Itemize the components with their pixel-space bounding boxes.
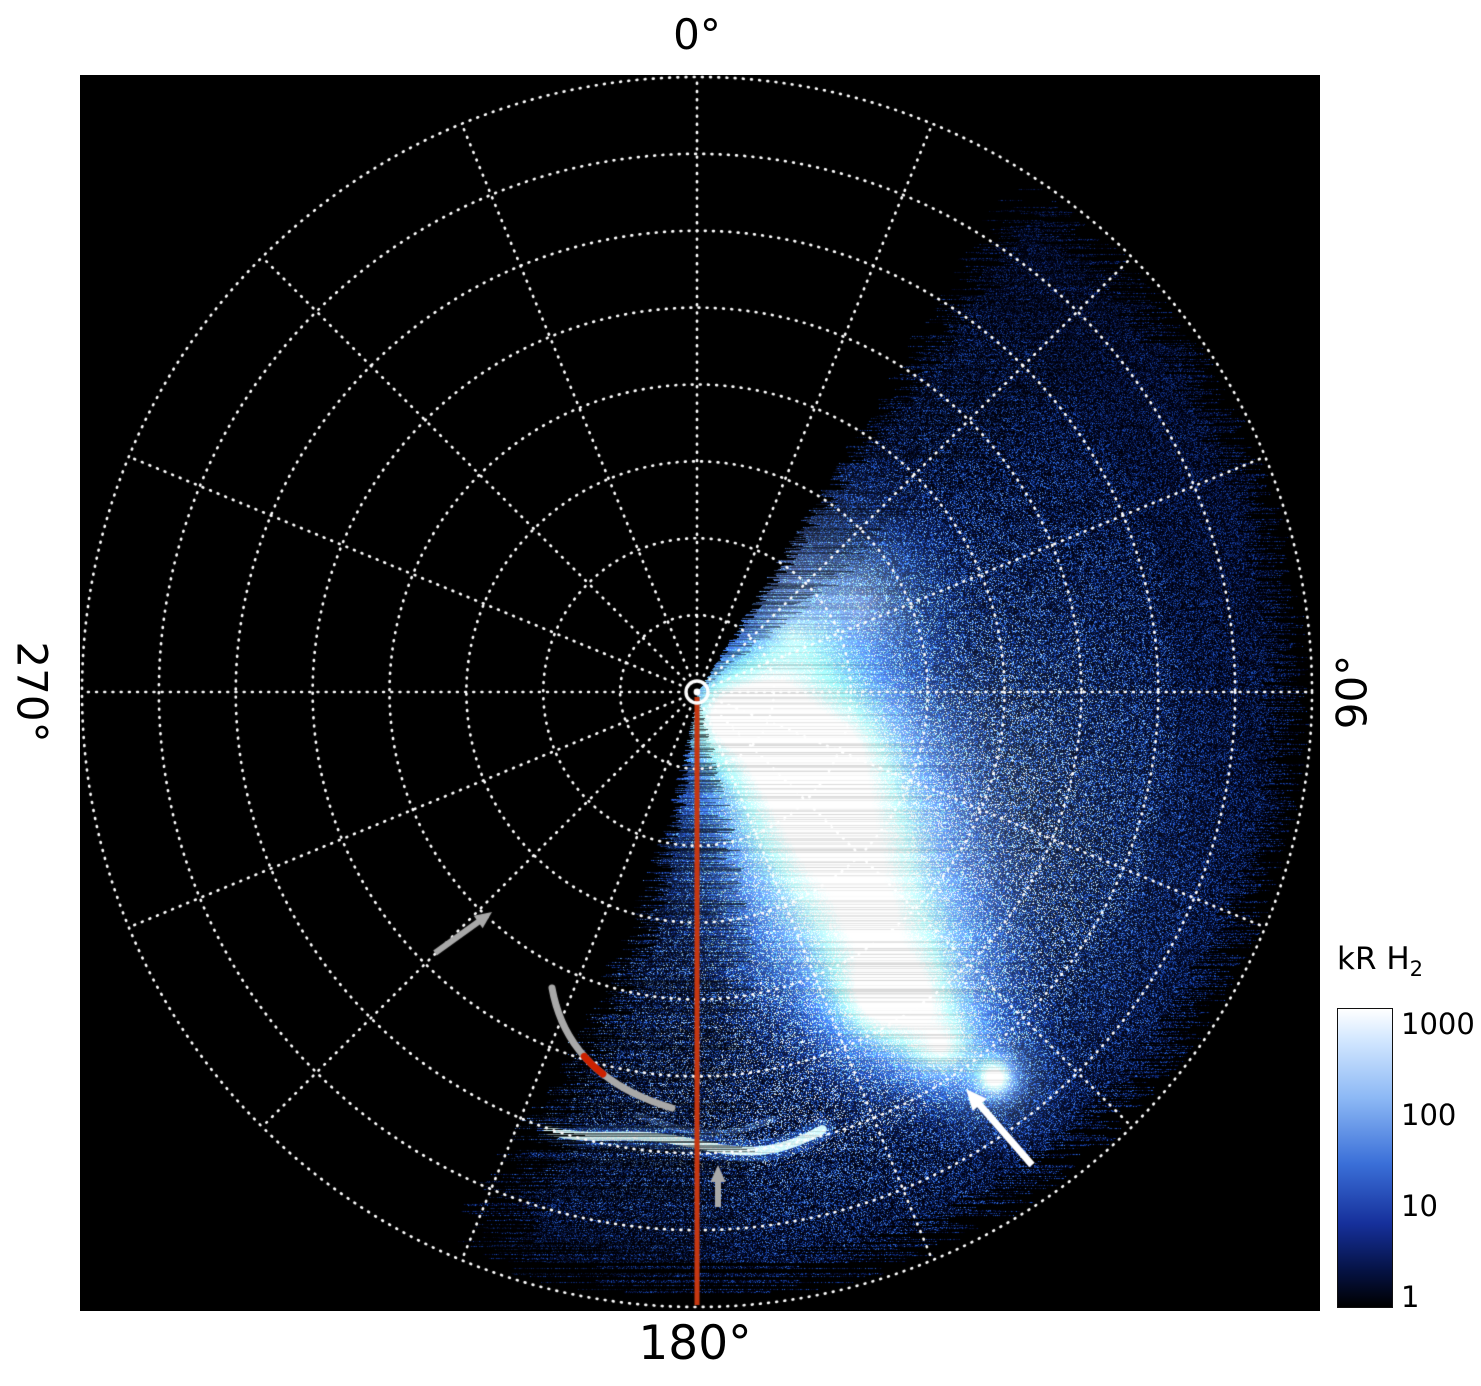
colorbar-tick-100: 100: [1401, 1098, 1481, 1132]
polar-plot-area: [80, 75, 1320, 1311]
angle-label-0: 0°: [673, 10, 721, 59]
colorbar-tick-10: 10: [1401, 1189, 1481, 1223]
colorbar-gradient: [1337, 1008, 1393, 1308]
polar-plot-canvas: [80, 75, 1320, 1311]
angle-label-90: 90°: [1328, 655, 1377, 729]
angle-label-180: 180°: [638, 1316, 751, 1371]
colorbar-title-subscript: 2: [1410, 956, 1423, 981]
colorbar-title: kR H2: [1337, 941, 1423, 981]
colorbar-title-text: kR H: [1337, 941, 1410, 977]
colorbar-tick-1: 1: [1401, 1280, 1481, 1314]
colorbar-tick-1000: 1000: [1401, 1007, 1481, 1041]
figure: 0° 90° 180° 270° kR H2 1000 100 10 1: [0, 0, 1481, 1386]
angle-label-270: 270°: [8, 641, 57, 742]
